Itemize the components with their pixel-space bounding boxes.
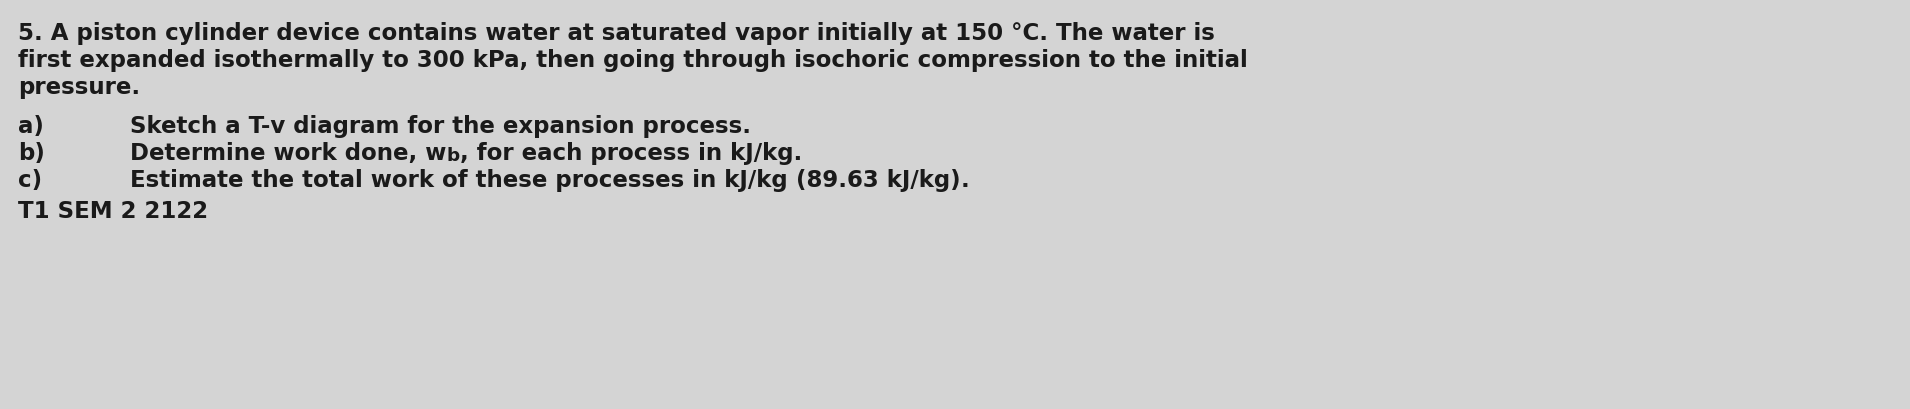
Text: Sketch a T-v diagram for the expansion process.: Sketch a T-v diagram for the expansion p… bbox=[130, 115, 751, 138]
Text: 5. A piston cylinder device contains water at saturated vapor initially at 150 °: 5. A piston cylinder device contains wat… bbox=[17, 22, 1215, 45]
Text: c): c) bbox=[17, 169, 42, 192]
Text: (89.63 kJ/kg): (89.63 kJ/kg) bbox=[796, 169, 961, 192]
Text: b): b) bbox=[17, 142, 44, 165]
Text: , for each process in kJ/kg.: , for each process in kJ/kg. bbox=[460, 142, 802, 165]
Text: first expanded isothermally to 300 kPa, then going through isochoric compression: first expanded isothermally to 300 kPa, … bbox=[17, 49, 1247, 72]
Text: pressure.: pressure. bbox=[17, 76, 139, 99]
Text: T1 SEM 2 2122: T1 SEM 2 2122 bbox=[17, 200, 208, 223]
Text: .: . bbox=[961, 169, 968, 192]
Text: b: b bbox=[447, 147, 460, 165]
Text: Determine work done, w: Determine work done, w bbox=[130, 142, 447, 165]
Text: Estimate the total work of these processes in kJ/kg: Estimate the total work of these process… bbox=[130, 169, 796, 192]
Text: a): a) bbox=[17, 115, 44, 138]
